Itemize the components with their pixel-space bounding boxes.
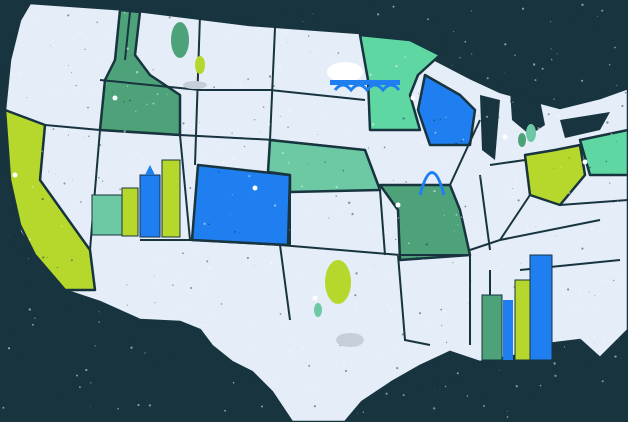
state-idaho [98,8,182,137]
gateway-arch [418,171,446,196]
bridge [327,62,401,93]
state-california [3,108,97,292]
state-wisconsin [416,73,477,147]
state-borders [44,11,628,350]
city-dots [12,95,588,301]
great-lakes [480,90,610,160]
city-skyline-south [481,254,553,361]
city-skyline-west [91,159,181,238]
trees [171,22,536,347]
